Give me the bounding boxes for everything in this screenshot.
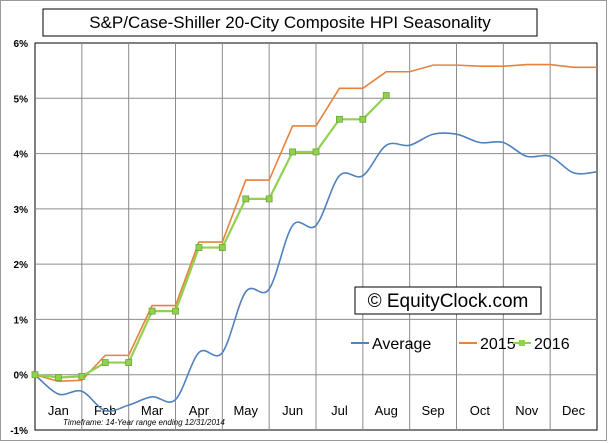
watermark-text: © EquityClock.com xyxy=(368,291,529,312)
x-tick-label: Jan xyxy=(48,403,69,418)
y-tick-label: 1% xyxy=(14,315,29,326)
y-tick-label: 4% xyxy=(14,150,29,161)
data-point-2016 xyxy=(265,195,273,203)
data-point-2016 xyxy=(289,148,296,156)
data-point-2016 xyxy=(312,148,320,156)
x-tick-label: Sep xyxy=(422,403,445,418)
legend-label-average: Average xyxy=(372,336,431,353)
y-tick-label: 6% xyxy=(14,39,29,50)
data-point-2016 xyxy=(359,115,367,123)
series-layer xyxy=(31,63,598,412)
y-tick-label: -1% xyxy=(10,426,28,437)
x-tick-label: Dec xyxy=(562,403,586,418)
x-tick-label: May xyxy=(233,403,258,418)
legend-marker-2016 xyxy=(519,340,525,346)
data-point-2016 xyxy=(101,359,109,366)
x-tick-label: Nov xyxy=(515,403,539,418)
y-axis-ticks: 6% 5% 4% 3% 2% 1% 0% -1% xyxy=(10,39,28,437)
x-axis-ticks: Jan Feb Mar Apr May Jun Jul Aug Sep Oct Nov Dec xyxy=(48,403,586,418)
timeframe-note: Timeframe: 14-Year range ending 12/31/20… xyxy=(63,418,225,427)
series-line-2015 xyxy=(34,63,597,383)
x-tick-label: Apr xyxy=(189,403,210,418)
x-tick-label: Oct xyxy=(470,403,491,418)
series-line-average xyxy=(34,132,598,412)
y-tick-label: 5% xyxy=(14,94,29,105)
data-point-2016 xyxy=(382,92,390,99)
data-point-2016 xyxy=(336,115,343,123)
x-tick-label: Mar xyxy=(141,403,164,418)
y-tick-label: 2% xyxy=(14,260,29,271)
y-tick-label: 0% xyxy=(14,371,29,382)
gridlines xyxy=(35,43,597,430)
x-tick-label: Jul xyxy=(331,403,348,418)
x-tick-label: Aug xyxy=(375,403,398,418)
data-point-2016 xyxy=(242,195,250,203)
data-point-2016 xyxy=(172,307,179,315)
chart-title-box: S&P/Case-Shiller 20-City Composite HPI S… xyxy=(42,8,538,37)
series-line-2016 xyxy=(34,94,388,379)
data-point-2016 xyxy=(31,371,39,379)
data-point-2016 xyxy=(55,374,62,381)
legend-label-2015: 2015 xyxy=(480,336,516,353)
data-point-2016 xyxy=(195,244,203,251)
watermark: © EquityClock.com xyxy=(354,286,542,315)
legend-label-2016: 2016 xyxy=(534,336,570,353)
y-tick-label: 3% xyxy=(14,205,29,216)
legend: Average 2015 2016 xyxy=(351,336,570,353)
data-point-2016 xyxy=(148,307,156,315)
chart-title: S&P/Case-Shiller 20-City Composite HPI S… xyxy=(89,13,491,32)
data-point-2016 xyxy=(78,372,86,380)
x-tick-label: Jun xyxy=(282,403,303,418)
data-point-2016 xyxy=(125,359,133,366)
data-point-2016 xyxy=(218,244,226,251)
